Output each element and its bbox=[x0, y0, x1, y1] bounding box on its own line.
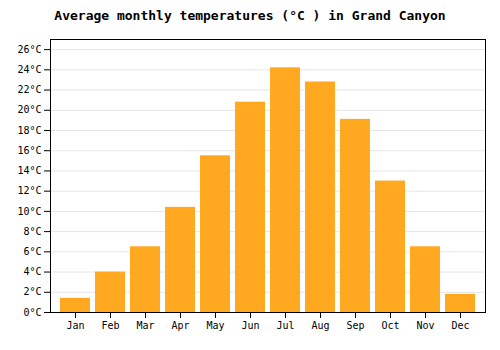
svg-text:10°C: 10°C bbox=[17, 206, 41, 217]
svg-text:8°C: 8°C bbox=[23, 226, 41, 237]
svg-text:24°C: 24°C bbox=[17, 64, 41, 75]
svg-text:26°C: 26°C bbox=[17, 44, 41, 55]
svg-text:Apr: Apr bbox=[171, 320, 189, 331]
html-text:Average monthly temperatures (: Average monthly temperatures (°C ) in Gr… bbox=[54, 8, 446, 23]
svg-text:20°C: 20°C bbox=[17, 104, 41, 115]
svg-text:Dec: Dec bbox=[451, 320, 469, 331]
svg-text:22°C: 22°C bbox=[17, 84, 41, 95]
svg-text:12°C: 12°C bbox=[17, 185, 41, 196]
svg-text:Feb: Feb bbox=[101, 320, 119, 331]
svg-text:Aug: Aug bbox=[311, 320, 329, 331]
svg-text:Jun: Jun bbox=[241, 320, 259, 331]
svg-text:18°C: 18°C bbox=[17, 125, 41, 136]
svg-text:4°C: 4°C bbox=[23, 266, 41, 277]
svg-text:Oct: Oct bbox=[381, 320, 399, 331]
svg-text:Sep: Sep bbox=[346, 320, 364, 331]
svg-text:6°C: 6°C bbox=[23, 246, 41, 257]
svg-text:Jul: Jul bbox=[276, 320, 294, 331]
svg-text:0°C: 0°C bbox=[23, 307, 41, 318]
svg-text:16°C: 16°C bbox=[17, 145, 41, 156]
svg-text:2°C: 2°C bbox=[23, 286, 41, 297]
svg-text:May: May bbox=[206, 320, 224, 331]
svg-text:Nov: Nov bbox=[416, 320, 434, 331]
svg-text:Jan: Jan bbox=[66, 320, 84, 331]
svg-text:14°C: 14°C bbox=[17, 165, 41, 176]
svg-text:Mar: Mar bbox=[136, 320, 154, 331]
